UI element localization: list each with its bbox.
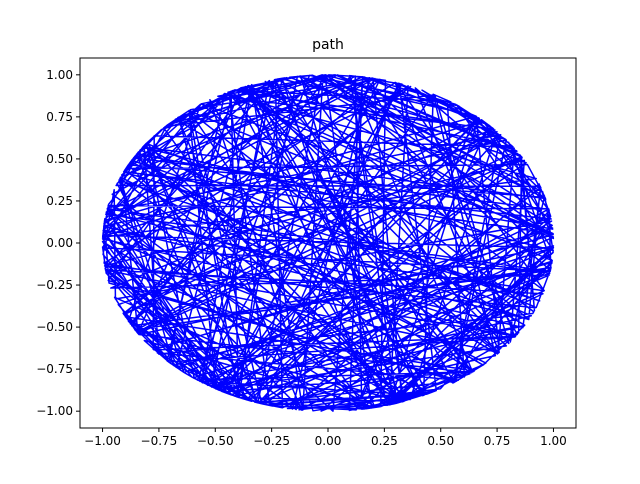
y-tick-label: 1.00 bbox=[46, 68, 73, 82]
y-axis: −1.00 −0.75 −0.50 −0.25 0.00 0.25 0.50 0.75 1.00 bbox=[36, 68, 80, 418]
x-tick-label: 0.00 bbox=[315, 434, 342, 448]
x-tick-label: 0.25 bbox=[371, 434, 398, 448]
x-tick-label: −0.75 bbox=[141, 434, 178, 448]
y-tick-label: −0.50 bbox=[36, 320, 73, 334]
x-tick-label: −1.00 bbox=[84, 434, 121, 448]
x-axis: −1.00 −0.75 −0.50 −0.25 0.00 0.25 0.50 0.75 1.00 bbox=[84, 428, 567, 448]
y-tick-label: 0.50 bbox=[46, 152, 73, 166]
y-tick-label: 0.00 bbox=[46, 236, 73, 250]
x-tick-label: 0.75 bbox=[484, 434, 511, 448]
x-tick-label: 0.50 bbox=[427, 434, 454, 448]
y-tick-label: −1.00 bbox=[36, 404, 73, 418]
chart-title: path bbox=[312, 37, 344, 53]
y-tick-label: 0.25 bbox=[46, 194, 73, 208]
y-tick-label: −0.75 bbox=[36, 362, 73, 376]
x-tick-label: −0.25 bbox=[253, 434, 290, 448]
x-tick-label: 1.00 bbox=[540, 434, 567, 448]
y-tick-label: 0.75 bbox=[46, 110, 73, 124]
series-layer bbox=[101, 74, 555, 412]
x-tick-label: −0.50 bbox=[197, 434, 234, 448]
series-line bbox=[101, 74, 555, 412]
y-tick-label: −0.25 bbox=[36, 278, 73, 292]
